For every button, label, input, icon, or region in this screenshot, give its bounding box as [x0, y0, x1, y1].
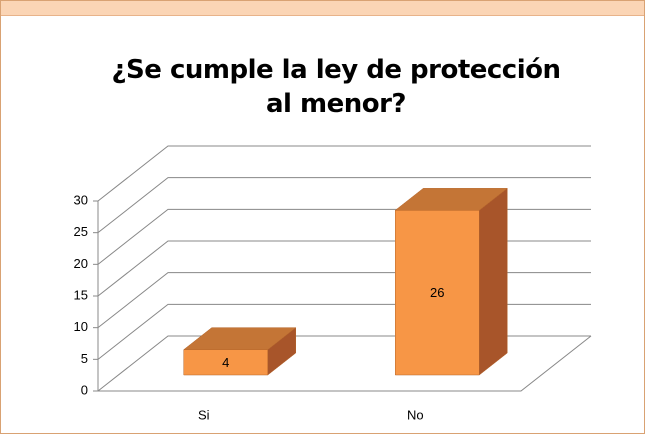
y-tick-label: 30 [74, 192, 88, 207]
y-tick-label: 10 [74, 319, 88, 334]
y-tick-label: 25 [74, 224, 88, 239]
data-label: 4 [222, 355, 229, 370]
header-band [1, 1, 644, 16]
grid-line [97, 335, 591, 392]
bar-front [395, 210, 480, 376]
grid-line [97, 145, 591, 202]
data-label: 26 [430, 285, 444, 300]
grid-line [97, 177, 591, 234]
bar [394, 187, 508, 376]
bar-side [479, 187, 508, 376]
bar-front [183, 349, 268, 376]
y-tick-label: 15 [74, 287, 88, 302]
bar [183, 327, 297, 376]
chart-title: ¿Se cumple la ley de protección al menor… [111, 55, 561, 119]
x-tick-label: Si [198, 407, 210, 422]
y-tick-label: 5 [81, 351, 88, 366]
grid-line [97, 272, 591, 329]
floor [98, 335, 592, 392]
x-tick-label: No [407, 407, 424, 422]
grid-line [97, 240, 591, 297]
y-tick-label: 0 [81, 382, 88, 397]
grid-line [97, 303, 591, 360]
grid-line [97, 208, 591, 265]
y-tick-label: 20 [74, 256, 88, 271]
